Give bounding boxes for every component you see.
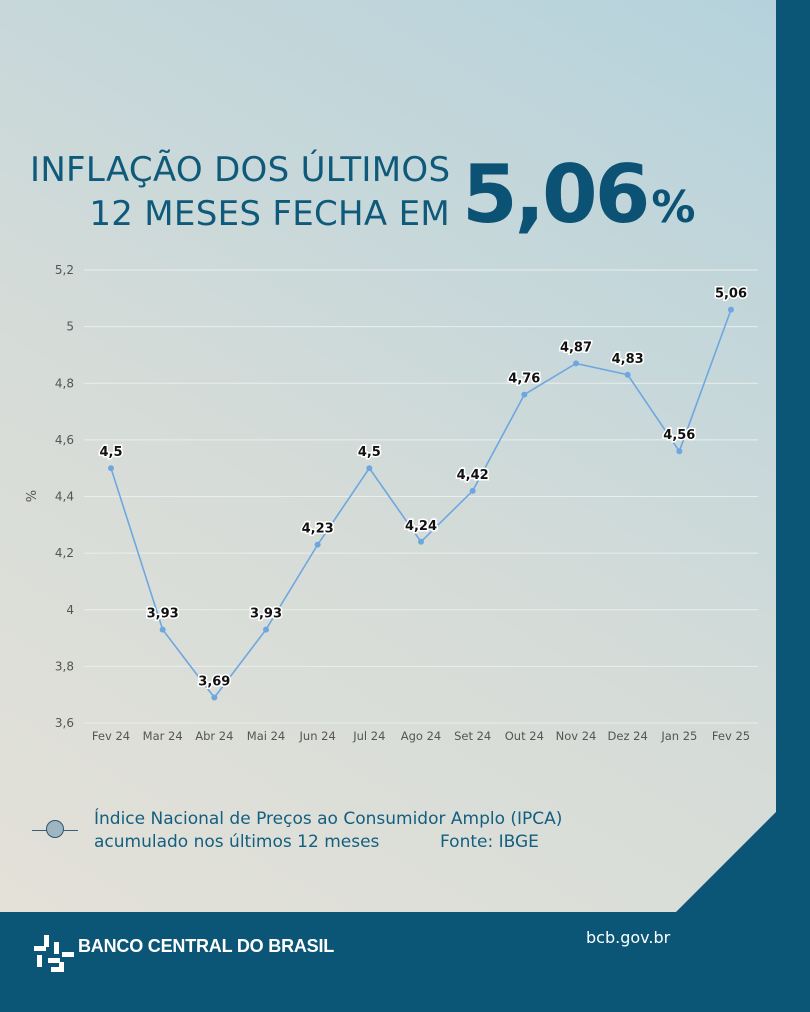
- legend-marker-icon: [46, 820, 64, 838]
- data-labels: 4,5 3,93 3,69 3,93 4,23 4,5 4,24 4,42 4,76 4,87 4,…: [98, 285, 749, 691]
- data-point: [624, 371, 631, 378]
- headline: INFLAÇÃO DOS ÚLTIMOS 12 MESES FECHA EM: [30, 148, 450, 236]
- footer: BANCO CENTRAL DO BRASIL bcb.gov.br: [0, 912, 810, 1012]
- source-note: Fonte: IBGE: [440, 832, 539, 852]
- y-tick-label: 5: [66, 320, 74, 334]
- bank-name: BANCO CENTRAL DO BRASIL: [78, 936, 335, 956]
- ipca-line-chart: 3,6 3,8 4 4,2 4,4 4,6 4,8 5 5,2 % Fev 24 Mar 24 Ab…: [25, 263, 758, 743]
- legend: Índice Nacional de Preços ao Consumidor …: [32, 808, 652, 858]
- x-tick-label: Mar 24: [143, 729, 183, 743]
- data-label: 4,83: [612, 352, 644, 367]
- y-tick-label: 4,4: [55, 490, 74, 504]
- data-label: 3,93: [147, 607, 179, 622]
- data-label: 4,87: [560, 340, 592, 355]
- data-point: [159, 626, 166, 633]
- y-tick-label: 4: [66, 603, 74, 617]
- data-point: [676, 448, 683, 455]
- data-label: 4,24: [405, 519, 437, 534]
- x-tick-label: Mai 24: [247, 729, 285, 743]
- data-point: [573, 360, 579, 367]
- data-point: [314, 541, 321, 548]
- headline-line-2: 12 MESES FECHA EM: [89, 194, 450, 234]
- headline-line-1: INFLAÇÃO DOS ÚLTIMOS: [30, 150, 451, 190]
- x-tick-label: Out 24: [505, 729, 544, 743]
- y-tick-label: 4,6: [55, 433, 74, 447]
- data-point: [728, 306, 734, 313]
- headline-value: 5,06%: [462, 150, 695, 253]
- website-link[interactable]: bcb.gov.br: [586, 928, 671, 947]
- data-label: 4,56: [663, 428, 695, 443]
- data-label: 4,5: [99, 445, 122, 460]
- y-tick-label: 5,2: [55, 263, 74, 277]
- bcb-logo-icon: [34, 935, 74, 972]
- x-tick-label: Jun 24: [299, 729, 336, 743]
- data-label: 4,42: [457, 468, 489, 483]
- data-point: [469, 487, 476, 494]
- data-point: [366, 465, 373, 472]
- legend-line-2: acumulado nos últimos 12 meses: [94, 832, 380, 852]
- data-label: 4,23: [302, 522, 334, 537]
- x-tick-label: Ago 24: [401, 729, 442, 743]
- chart-grid: [84, 269, 758, 724]
- x-tick-label: Fev 25: [712, 729, 750, 743]
- series-line: [110, 309, 732, 699]
- data-label: 3,93: [250, 607, 282, 622]
- y-tick-label: 4,8: [55, 376, 74, 390]
- legend-label: Índice Nacional de Preços ao Consumidor …: [94, 808, 562, 854]
- data-point: [263, 626, 269, 633]
- y-axis-ticks: 3,6 3,8 4 4,2 4,4 4,6 4,8 5 5,2: [55, 263, 74, 730]
- data-point: [211, 694, 218, 701]
- x-tick-label: Nov 24: [556, 729, 597, 743]
- x-tick-label: Abr 24: [195, 729, 233, 743]
- x-tick-label: Set 24: [454, 729, 491, 743]
- y-axis-label: %: [25, 490, 40, 502]
- data-label: 5,06: [715, 287, 747, 302]
- y-tick-label: 3,8: [55, 659, 74, 673]
- x-tick-label: Fev 24: [92, 729, 130, 743]
- x-tick-label: Dez 24: [608, 729, 648, 743]
- headline-value-number: 5,06: [462, 148, 650, 241]
- headline-value-unit: %: [651, 182, 696, 233]
- data-label: 3,69: [198, 675, 230, 690]
- y-tick-label: 4,2: [55, 546, 74, 560]
- legend-line-1: Índice Nacional de Preços ao Consumidor …: [94, 809, 563, 829]
- data-point: [108, 465, 114, 472]
- x-axis-ticks: Fev 24 Mar 24 Abr 24 Mai 24 Jun 24 Jul 24 Ago …: [92, 729, 750, 743]
- x-tick-label: Jan 25: [660, 729, 697, 743]
- data-label: 4,76: [508, 372, 540, 387]
- series-ipca: [108, 306, 734, 701]
- data-point: [521, 391, 528, 398]
- y-tick-label: 3,6: [55, 716, 74, 730]
- data-point: [418, 538, 424, 545]
- x-tick-label: Jul 24: [352, 729, 385, 743]
- data-label: 4,5: [358, 445, 381, 460]
